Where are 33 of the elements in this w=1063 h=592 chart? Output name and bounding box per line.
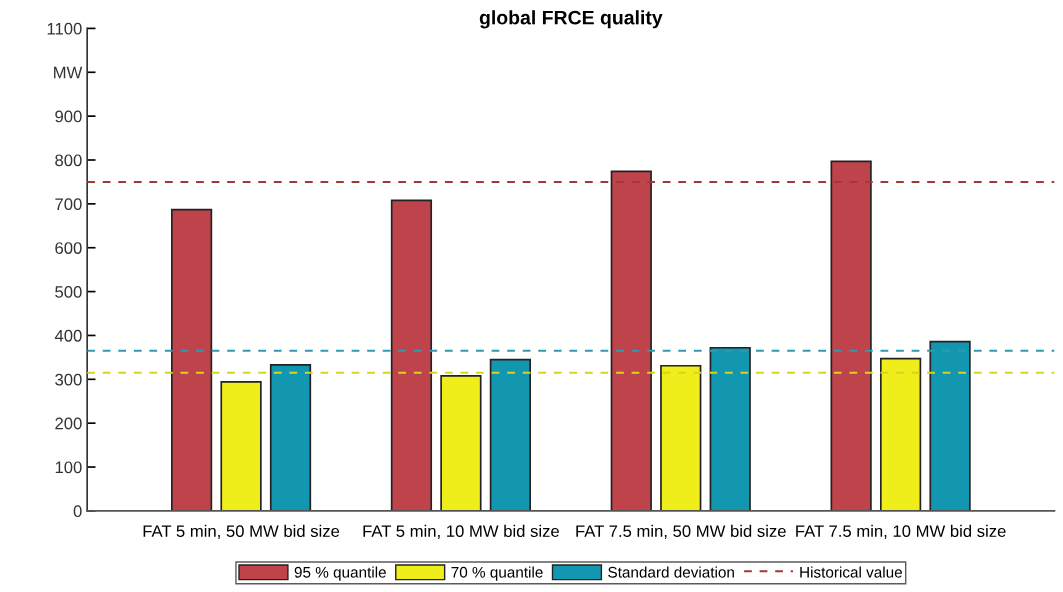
y-tick-label: 600 [55,242,82,254]
y-tick-label: 700 [55,198,82,211]
y-tick-label: 0 [73,505,82,518]
x-tick-label: FAT 7.5 min, 10 MW bid size [796,524,1006,539]
y-tick-label: 900 [55,110,82,123]
x-tick-label: FAT 7.5 min, 50 MW bid size [576,524,786,539]
legend-label: Historical value [800,566,902,578]
y-tick-label: MW [54,66,83,79]
bar [390,199,433,511]
bar [929,340,971,511]
y-tick-label: 1100 [47,22,82,35]
legend-label: 95 % quantile [294,566,386,581]
bar [660,364,702,511]
bar [830,160,872,511]
bar [489,358,531,511]
y-tick-label: 800 [55,154,82,167]
bar [170,208,213,511]
x-tick-label: FAT 5 min, 10 MW bid size [363,524,559,539]
y-tick-label: 300 [55,373,82,386]
x-tick-label: FAT 5 min, 50 MW bid size [143,524,340,539]
y-tick-label: 100 [55,461,82,474]
legend-label: 70 % quantile [451,566,543,581]
bar [440,374,482,511]
y-tick-label: 400 [54,329,82,342]
bar [709,346,751,511]
chart-title: global FRCE quality [479,10,663,29]
bar [220,381,262,511]
bar [879,357,922,511]
bar [269,364,312,511]
bar [610,170,652,511]
legend-label: Standard deviation [608,566,734,578]
y-tick-label: 200 [55,417,82,430]
y-tick-label: 500 [55,285,82,298]
